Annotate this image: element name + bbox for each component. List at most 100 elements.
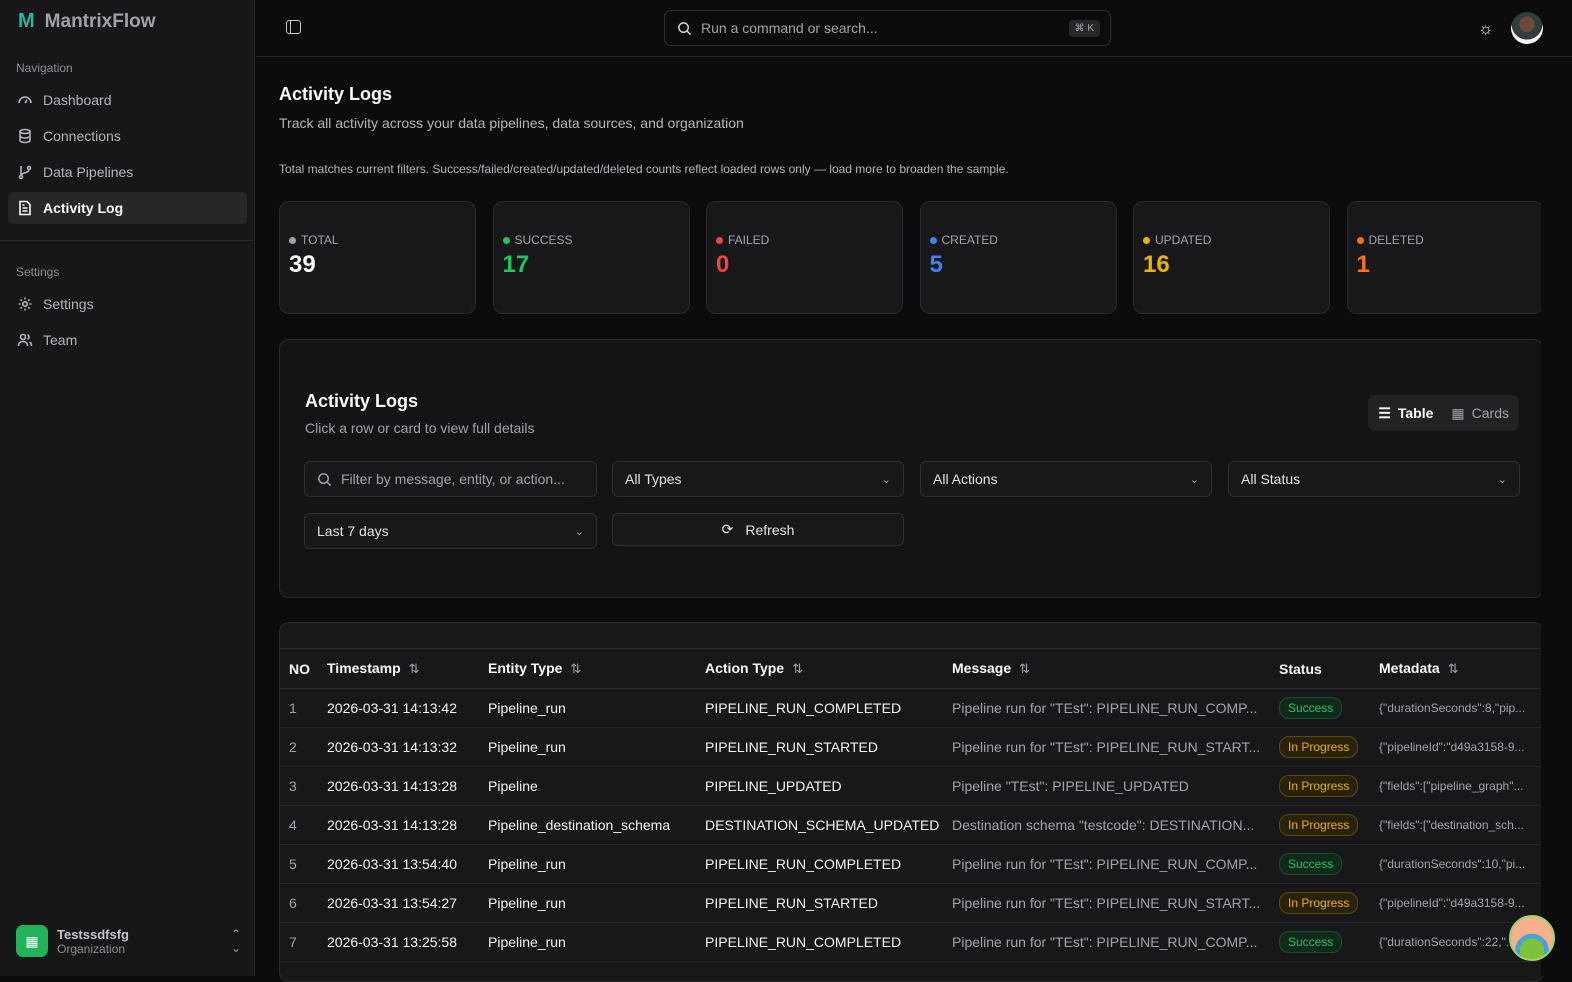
type-select[interactable]: All Types ⌄ <box>612 461 904 497</box>
status-cell: In Progress <box>1270 727 1370 767</box>
stat-card-deleted: DELETED 1 <box>1346 201 1544 314</box>
column-label: NO <box>289 660 310 677</box>
sidebar-item-data-pipelines[interactable]: Data Pipelines <box>8 156 247 188</box>
status-dot-icon <box>929 236 937 244</box>
chevrons-up-down-icon: ⌃ ⌄ <box>230 927 241 955</box>
theme-toggle-sun-icon[interactable]: ☼ <box>1478 19 1494 38</box>
stat-card-created: CREATED 5 <box>919 201 1117 314</box>
activity-logs-panel: Activity Logs Click a row or card to vie… <box>279 339 1544 598</box>
panel-subtitle: Click a row or card to view full details <box>305 420 535 436</box>
table-row[interactable]: 7 2026-03-31 13:25:58 Pipeline_run PIPEL… <box>280 922 1542 962</box>
view-toggle: ☰ Table ▦ Cards <box>1368 395 1519 431</box>
stat-value: 17 <box>502 251 530 278</box>
sidebar-toggle-icon[interactable] <box>286 20 301 34</box>
status-dot-icon <box>502 236 510 244</box>
action-type: PIPELINE_RUN_COMPLETED <box>696 922 943 962</box>
sidebar-item-label: Connections <box>43 128 121 144</box>
stat-card-failed: FAILED 0 <box>706 201 903 314</box>
file-text-icon <box>19 200 31 216</box>
assistant-launcher-button[interactable] <box>1509 915 1555 961</box>
sort-icon[interactable]: ⇅ <box>792 661 803 676</box>
action-value: All Actions <box>933 471 998 487</box>
stat-card-success: SUCCESS 17 <box>492 201 690 314</box>
entity-type: Pipeline <box>479 766 696 806</box>
message: Destination schema "testcode": DESTINATI… <box>943 805 1270 845</box>
column-header[interactable]: Message ⇅ <box>943 648 1270 689</box>
column-header[interactable]: Timestamp ⇅ <box>318 648 479 689</box>
avatar[interactable] <box>1511 12 1543 44</box>
sidebar-item-settings[interactable]: Settings <box>8 288 247 320</box>
status-select[interactable]: All Status ⌄ <box>1228 461 1520 497</box>
table-row[interactable]: 1 2026-03-31 14:13:42 Pipeline_run PIPEL… <box>280 688 1542 728</box>
app-name: MantrixFlow <box>44 10 156 32</box>
metadata: {"pipelineId":"d49a3158-9... <box>1370 727 1542 767</box>
chevron-down-icon: ⌄ <box>1189 473 1199 486</box>
metadata: {"durationSeconds":8,"pip... <box>1370 688 1542 728</box>
status-badge: Success <box>1279 931 1343 953</box>
column-header: Status <box>1270 648 1370 689</box>
stat-card-updated: UPDATED 16 <box>1133 201 1330 314</box>
page-scrollbar[interactable] <box>1541 57 1572 976</box>
status-cell: Success <box>1270 844 1370 884</box>
command-search[interactable]: Run a command or search... ⌘ K <box>664 10 1111 46</box>
view-table-button[interactable]: ☰ Table <box>1378 405 1433 422</box>
gear-icon <box>18 297 32 311</box>
refresh-button[interactable]: ⟳ Refresh <box>612 513 904 546</box>
git-branch-icon <box>18 165 32 180</box>
timestamp: 2026-03-31 14:13:28 <box>318 805 479 845</box>
org-switcher[interactable]: ▦ Testssdfsfg Organization ⌃ ⌄ <box>16 925 241 957</box>
sidebar-item-dashboard[interactable]: Dashboard <box>8 84 247 116</box>
row-number: 6 <box>280 883 318 923</box>
sidebar-item-activity-log[interactable]: Activity Log <box>8 192 247 224</box>
stat-card-total: TOTAL 39 <box>279 201 476 314</box>
sidebar-item-label: Dashboard <box>43 92 112 108</box>
timestamp: 2026-03-31 14:13:28 <box>318 766 479 806</box>
sort-icon[interactable]: ⇅ <box>1447 661 1459 676</box>
action-type: PIPELINE_UPDATED <box>696 766 943 806</box>
message: Pipeline run for "TEst": PIPELINE_RUN_CO… <box>943 844 1270 884</box>
date-range-select[interactable]: Last 7 days ⌄ <box>304 513 597 549</box>
column-label: Message <box>952 660 1012 676</box>
table-row[interactable]: 4 2026-03-31 14:13:28 Pipeline_destinati… <box>280 805 1542 845</box>
brand[interactable]: M MantrixFlow <box>18 10 156 33</box>
sidebar-item-team[interactable]: Team <box>8 324 247 356</box>
list-icon: ☰ <box>1378 404 1391 421</box>
column-label: Action Type <box>705 660 785 676</box>
action-select[interactable]: All Actions ⌄ <box>920 461 1212 497</box>
table-row[interactable]: 5 2026-03-31 13:54:40 Pipeline_run PIPEL… <box>280 844 1542 884</box>
column-header[interactable]: Metadata ⇅ <box>1370 648 1542 689</box>
building-icon: ▦ <box>16 925 48 957</box>
chevron-down-icon: ⌄ <box>1497 473 1507 486</box>
panel-title: Activity Logs <box>305 391 419 411</box>
status-badge: In Progress <box>1279 892 1359 914</box>
status-dot-icon <box>716 236 723 244</box>
row-number: 3 <box>280 766 318 806</box>
column-label: Metadata <box>1379 660 1440 676</box>
entity-type: Pipeline_run <box>479 688 696 728</box>
table-row[interactable]: 3 2026-03-31 14:13:28 Pipeline PIPELINE_… <box>280 766 1542 806</box>
logo-icon: M <box>18 10 35 32</box>
sort-icon[interactable]: ⇅ <box>570 661 582 676</box>
timestamp: 2026-03-31 13:25:58 <box>318 922 479 962</box>
org-sub: Organization <box>57 941 126 956</box>
refresh-icon: ⟳ <box>721 521 734 537</box>
column-label: Timestamp <box>327 660 401 676</box>
sidebar-item-connections[interactable]: Connections <box>8 120 247 152</box>
view-cards-button[interactable]: ▦ Cards <box>1451 405 1509 422</box>
stat-label-text: FAILED <box>728 233 770 247</box>
message: Pipeline run for "TEst": PIPELINE_RUN_ST… <box>943 727 1270 767</box>
nav-section-label: Navigation <box>16 61 73 75</box>
filter-input[interactable]: Filter by message, entity, or action... <box>304 461 597 497</box>
sort-icon[interactable]: ⇅ <box>408 661 420 676</box>
sidebar: M MantrixFlow Navigation Dashboard Connec… <box>0 0 255 976</box>
table-row[interactable]: 6 2026-03-31 13:54:27 Pipeline_run PIPEL… <box>280 883 1542 923</box>
stat-value: 16 <box>1143 251 1170 278</box>
page-description: Track all activity across your data pipe… <box>279 115 744 131</box>
activity-table: NO Timestamp ⇅ Entity Type ⇅ Action Type ⇅ Mess… <box>279 622 1544 982</box>
column-header[interactable]: Action Type ⇅ <box>696 648 943 689</box>
sort-icon[interactable]: ⇅ <box>1019 661 1031 676</box>
column-header[interactable]: Entity Type ⇅ <box>479 648 696 689</box>
table-row[interactable]: 2 2026-03-31 14:13:32 Pipeline_run PIPEL… <box>280 727 1542 767</box>
metadata: {"durationSeconds":10,"pi... <box>1370 844 1542 884</box>
message: Pipeline run for "TEst": PIPELINE_RUN_CO… <box>943 688 1270 728</box>
